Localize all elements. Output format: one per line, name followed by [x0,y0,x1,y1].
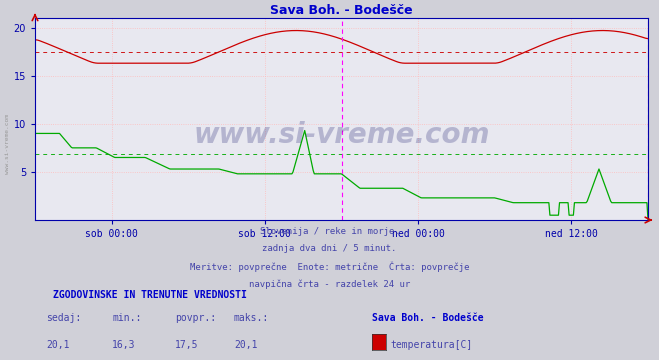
Text: Sava Boh. - Bodešče: Sava Boh. - Bodešče [372,313,484,323]
Text: www.si-vreme.com: www.si-vreme.com [193,121,490,149]
Title: Sava Boh. - Bodešče: Sava Boh. - Bodešče [270,4,413,17]
Text: 17,5: 17,5 [175,340,198,350]
Text: Meritve: povprečne  Enote: metrične  Črta: povprečje: Meritve: povprečne Enote: metrične Črta:… [190,262,469,272]
Text: 16,3: 16,3 [112,340,136,350]
Text: min.:: min.: [112,313,142,323]
Text: zadnja dva dni / 5 minut.: zadnja dva dni / 5 minut. [262,244,397,253]
Text: temperatura[C]: temperatura[C] [391,340,473,350]
Text: 20,1: 20,1 [46,340,70,350]
Text: Slovenija / reke in morje.: Slovenija / reke in morje. [260,227,399,236]
Text: povpr.:: povpr.: [175,313,215,323]
Text: 20,1: 20,1 [234,340,258,350]
Text: ZGODOVINSKE IN TRENUTNE VREDNOSTI: ZGODOVINSKE IN TRENUTNE VREDNOSTI [53,290,246,300]
Text: www.si-vreme.com: www.si-vreme.com [5,114,11,174]
Text: navpična črta - razdelek 24 ur: navpična črta - razdelek 24 ur [249,279,410,289]
Text: sedaj:: sedaj: [46,313,81,323]
Text: maks.:: maks.: [234,313,269,323]
